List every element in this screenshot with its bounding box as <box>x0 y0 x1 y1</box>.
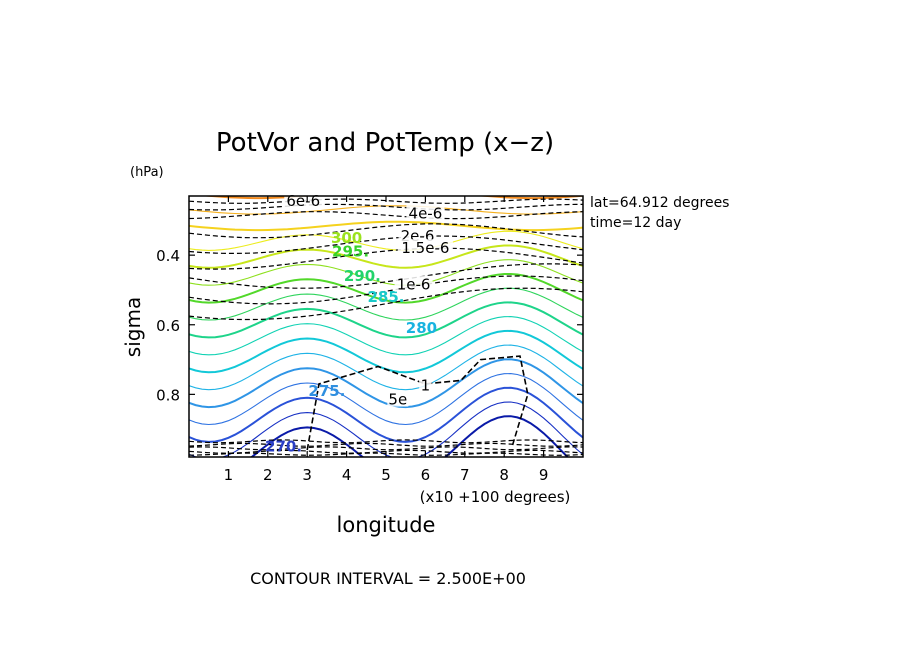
y-axis-ticks: 0.4 0.6 0.8 <box>156 247 583 404</box>
contour-interval-note: CONTOUR INTERVAL = 2.500E+00 <box>250 569 526 588</box>
y-axis-label: sigma <box>121 297 145 357</box>
theta-contour-line <box>250 415 569 457</box>
pv-contour-line <box>189 449 583 454</box>
pv-contour-line <box>189 442 583 447</box>
pv-contour-line <box>189 211 583 220</box>
theta-contour-label: 290. <box>344 267 381 285</box>
theta-contour-line <box>189 316 583 356</box>
x-tick-label: 4 <box>342 466 352 484</box>
theta-contour-line <box>189 373 583 426</box>
theta-contour-line <box>189 174 583 182</box>
x-axis-units: (x10 +100 degrees) <box>420 488 571 506</box>
x-tick-label: 7 <box>460 466 470 484</box>
pv-contour-label: 6e-6 <box>286 192 320 210</box>
theta-contour-line <box>189 230 583 251</box>
contour-label-group: 270.275.280285.290.295.3006e-64e-62e-61.… <box>265 192 453 456</box>
theta-contour-line <box>189 358 583 409</box>
pv-contour-line <box>189 235 583 254</box>
pv-contour-line <box>189 198 583 204</box>
y-axis-units: (hPa) <box>130 165 164 180</box>
pv-contour-line <box>189 446 583 451</box>
pv-contour-line <box>189 203 583 211</box>
theta-contour-label: 300 <box>331 229 362 247</box>
theta-contour-group <box>189 158 583 457</box>
pv-label-backdrop <box>419 376 432 393</box>
pv-contour-line <box>189 263 583 289</box>
pv-contour-line <box>189 452 583 456</box>
theta-contour-line <box>189 259 583 286</box>
pv-contour-label: 1 <box>421 377 431 395</box>
theta-contour-line <box>189 205 583 215</box>
theta-contour-line <box>189 386 583 443</box>
x-tick-label: 3 <box>302 466 312 484</box>
x-axis-ticks: 1 2 3 4 5 6 7 8 9 <box>224 196 549 484</box>
theta-contour-line <box>189 273 583 304</box>
pv-label-backdrop <box>406 204 445 221</box>
x-tick-label: 6 <box>421 466 431 484</box>
pv-label-backdrop <box>387 390 409 407</box>
x-axis-label: longitude <box>337 513 436 537</box>
theta-contour-label: 285. <box>367 288 404 306</box>
theta-contour-line <box>189 158 583 166</box>
theta-contour-line <box>200 196 583 200</box>
theta-contour-line <box>189 301 583 339</box>
pv-contour-label: 4e-6 <box>409 204 443 222</box>
x-tick-label: 8 <box>499 466 509 484</box>
pv-contour-line <box>189 223 583 239</box>
theta-contour-label: 275. <box>308 382 345 400</box>
x-tick-label: 5 <box>381 466 391 484</box>
y-tick-label: 0.8 <box>156 386 180 404</box>
annotation-time: time=12 day <box>590 215 681 231</box>
pv-contour-line <box>189 275 583 305</box>
y-tick-label: 0.6 <box>156 317 180 335</box>
pv-contour-line <box>189 287 583 321</box>
pv-contour-label: 5e <box>388 391 407 409</box>
pv-label-backdrop <box>394 275 433 292</box>
chart-title: PotVor and PotTemp (x−z) <box>216 128 554 158</box>
pv-contour-label: 1e-6 <box>397 276 431 294</box>
pv-contour-line <box>189 439 583 444</box>
theta-contour-line <box>189 244 583 269</box>
x-tick-label: 1 <box>224 466 234 484</box>
pv-contour-loop <box>306 355 529 451</box>
pv-contour-group <box>189 198 583 456</box>
theta-contour-label: 295. <box>332 243 369 261</box>
annotation-latitude: lat=64.912 degrees <box>590 195 729 211</box>
plot-frame <box>188 195 584 458</box>
theta-contour-label: 270. <box>265 438 302 456</box>
pv-contour-label: 1.5e-6 <box>401 239 449 257</box>
x-tick-label: 9 <box>539 466 549 484</box>
pv-label-backdrop <box>398 227 437 244</box>
theta-contour-line <box>189 344 583 391</box>
x-tick-label: 2 <box>263 466 273 484</box>
plot-area: 270.275.280285.290.295.3006e-64e-62e-61.… <box>156 158 584 484</box>
theta-contour-line <box>189 220 583 232</box>
theta-contour-label: 280 <box>406 319 437 337</box>
pv-contour-line <box>189 247 583 270</box>
y-tick-label: 0.4 <box>156 247 180 265</box>
pv-label-backdrop <box>397 239 453 256</box>
